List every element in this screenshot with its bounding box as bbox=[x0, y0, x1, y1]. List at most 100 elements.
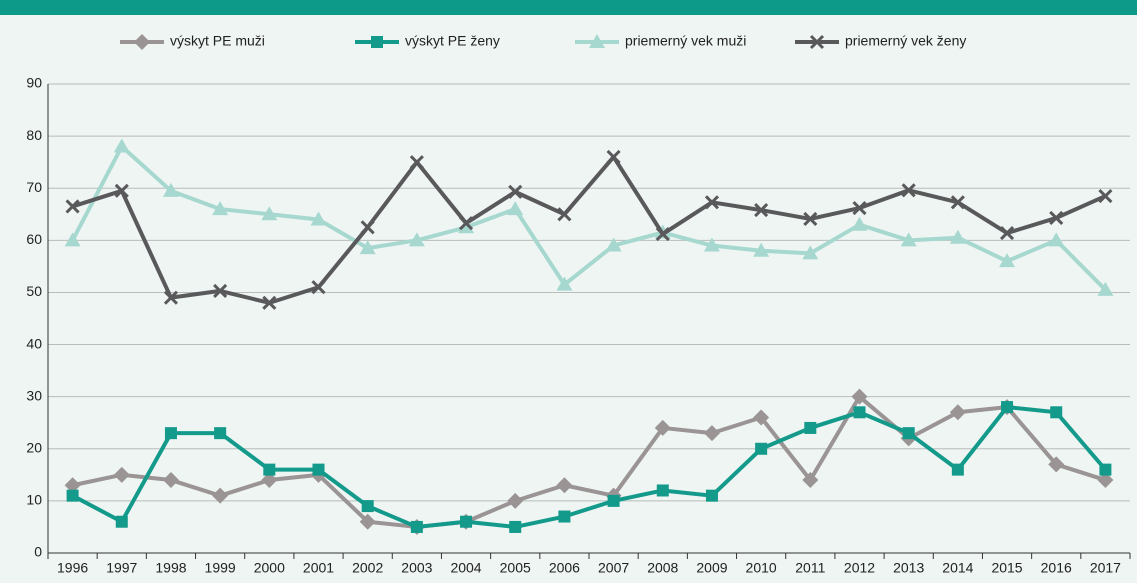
point-marker bbox=[113, 138, 130, 153]
legend-label: výskyt PE muži bbox=[170, 33, 265, 49]
legend-marker bbox=[134, 34, 150, 50]
y-tick-label: 0 bbox=[34, 544, 42, 560]
point-marker bbox=[65, 199, 80, 214]
point-marker bbox=[261, 472, 278, 489]
point-marker bbox=[359, 513, 376, 530]
legend-label: priemerný vek ženy bbox=[845, 33, 966, 49]
x-tick-label: 2014 bbox=[942, 560, 973, 576]
legend-marker bbox=[809, 34, 825, 50]
point-marker bbox=[64, 477, 81, 494]
point-marker bbox=[949, 229, 966, 244]
point-marker bbox=[508, 184, 523, 199]
x-tick-label: 2015 bbox=[991, 560, 1022, 576]
point-marker bbox=[703, 425, 720, 442]
point-marker bbox=[607, 494, 620, 507]
point-marker bbox=[655, 227, 670, 242]
y-tick-label: 90 bbox=[26, 75, 42, 91]
point-marker bbox=[114, 183, 129, 198]
point-marker bbox=[310, 211, 327, 226]
point-marker bbox=[558, 510, 571, 523]
point-marker bbox=[851, 216, 868, 231]
point-marker bbox=[999, 253, 1016, 268]
point-marker bbox=[162, 182, 179, 197]
point-marker bbox=[360, 220, 375, 235]
point-marker bbox=[458, 219, 475, 234]
point-marker bbox=[656, 484, 669, 497]
point-marker bbox=[509, 520, 522, 533]
x-tick-label: 1998 bbox=[155, 560, 186, 576]
point-marker bbox=[803, 211, 818, 227]
point-marker bbox=[162, 472, 179, 489]
series-line bbox=[71, 154, 1107, 305]
point-marker bbox=[115, 515, 128, 528]
x-tick-label: 2012 bbox=[844, 560, 875, 576]
point-marker bbox=[1001, 401, 1014, 414]
point-marker bbox=[164, 427, 177, 440]
point-marker bbox=[802, 245, 819, 260]
point-marker bbox=[703, 237, 720, 252]
point-marker bbox=[902, 427, 915, 440]
x-tick-label: 2017 bbox=[1090, 560, 1121, 576]
y-tick-label: 50 bbox=[26, 283, 42, 299]
y-tick-label: 70 bbox=[26, 179, 42, 195]
point-marker bbox=[212, 201, 229, 216]
point-marker bbox=[458, 216, 474, 231]
point-marker bbox=[1097, 281, 1114, 296]
x-tick-label: 2007 bbox=[598, 560, 629, 576]
point-marker bbox=[408, 232, 425, 247]
point-marker bbox=[753, 409, 770, 426]
point-marker bbox=[1099, 463, 1112, 476]
x-tick-label: 2005 bbox=[500, 560, 531, 576]
point-marker bbox=[556, 477, 573, 494]
point-marker bbox=[802, 472, 819, 489]
point-marker bbox=[460, 515, 473, 528]
point-marker bbox=[606, 149, 621, 165]
point-marker bbox=[900, 232, 917, 247]
y-tick-label: 30 bbox=[26, 387, 42, 403]
series-line bbox=[71, 405, 1107, 529]
point-marker bbox=[1049, 210, 1064, 225]
point-marker bbox=[1048, 232, 1065, 247]
point-marker bbox=[410, 520, 423, 533]
point-marker bbox=[213, 283, 228, 298]
x-tick-label: 2009 bbox=[696, 560, 727, 576]
point-marker bbox=[263, 463, 276, 476]
point-marker bbox=[507, 201, 524, 216]
legend-marker bbox=[371, 36, 383, 48]
x-tick-label: 2000 bbox=[254, 560, 285, 576]
point-marker bbox=[312, 463, 325, 476]
point-marker bbox=[311, 280, 326, 295]
header-strip bbox=[0, 0, 1137, 15]
point-marker bbox=[1050, 406, 1063, 419]
x-tick-label: 2016 bbox=[1041, 560, 1072, 576]
point-marker bbox=[66, 489, 79, 502]
y-tick-label: 10 bbox=[26, 492, 42, 508]
x-tick-label: 2002 bbox=[352, 560, 383, 576]
x-tick-label: 2010 bbox=[746, 560, 777, 576]
x-tick-label: 2006 bbox=[549, 560, 580, 576]
point-marker bbox=[654, 419, 671, 436]
point-marker bbox=[950, 195, 965, 210]
point-marker bbox=[853, 406, 866, 419]
x-tick-label: 2001 bbox=[303, 560, 334, 576]
point-marker bbox=[557, 207, 572, 222]
point-marker bbox=[64, 232, 81, 247]
point-marker bbox=[1097, 472, 1114, 489]
x-tick-label: 1997 bbox=[106, 560, 137, 576]
point-marker bbox=[999, 225, 1015, 241]
point-marker bbox=[261, 206, 278, 221]
point-marker bbox=[951, 463, 964, 476]
point-marker bbox=[804, 421, 817, 434]
point-marker bbox=[852, 200, 867, 216]
y-tick-label: 40 bbox=[26, 335, 42, 351]
x-tick-label: 2004 bbox=[450, 560, 481, 576]
point-marker bbox=[1098, 188, 1113, 204]
x-tick-label: 2013 bbox=[893, 560, 924, 576]
point-marker bbox=[361, 500, 374, 513]
point-marker bbox=[359, 240, 376, 255]
point-marker bbox=[262, 295, 277, 310]
point-marker bbox=[901, 183, 916, 198]
series-line bbox=[72, 394, 1107, 529]
series-line bbox=[70, 144, 1107, 292]
